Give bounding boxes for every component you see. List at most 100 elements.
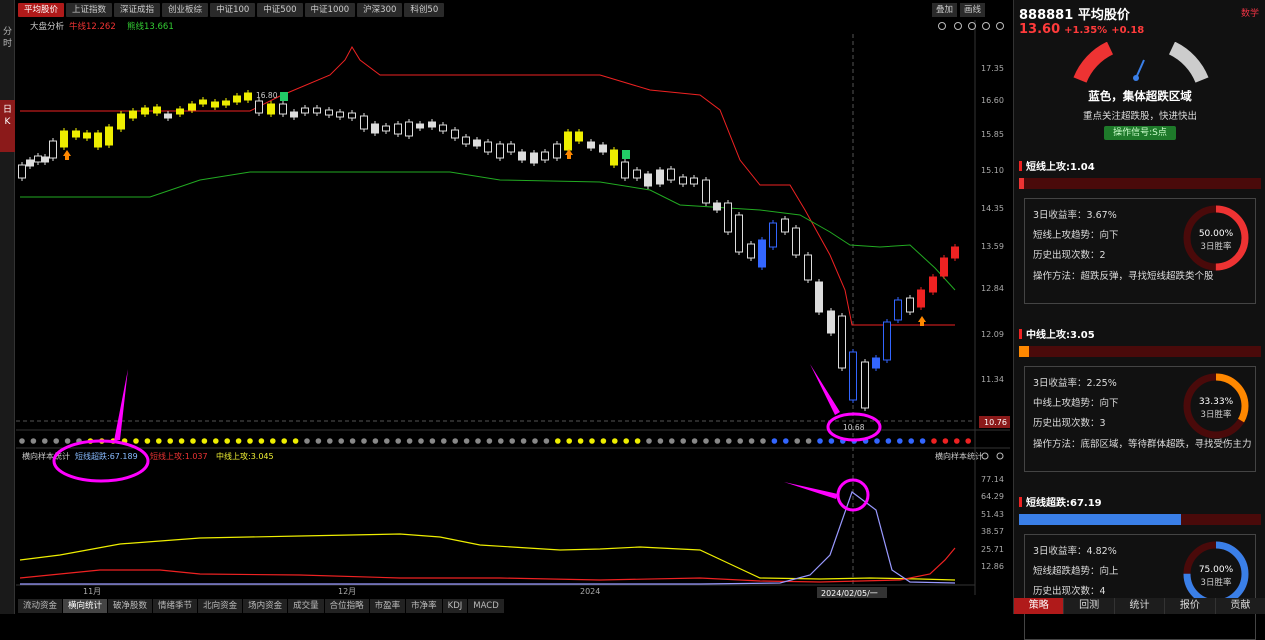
candle	[530, 152, 538, 164]
signal-dot	[64, 438, 71, 444]
signal-dot	[589, 438, 595, 444]
index-tab-1[interactable]: 上证指数	[66, 3, 113, 17]
index-tab-6[interactable]: 中证1000	[304, 3, 356, 17]
right-tab-1[interactable]: 回测	[1064, 598, 1115, 614]
signal-button[interactable]: 操作信号:S点	[1104, 126, 1176, 140]
indicator-tab-7[interactable]: 合位指略	[324, 599, 369, 613]
tag-label[interactable]: 数学	[1240, 9, 1259, 19]
signal-dot	[794, 438, 800, 444]
candle	[94, 132, 102, 148]
indicator-tab-11[interactable]: MACD	[468, 599, 504, 613]
right-tab-2[interactable]: 统计	[1114, 598, 1166, 614]
candle	[244, 92, 252, 101]
indicator-tab-8[interactable]: 市盈率	[369, 599, 406, 613]
indicator-tab-4[interactable]: 北向资金	[198, 599, 243, 613]
gauge-title: 蓝色，集体超跌区域	[1088, 89, 1192, 103]
candle	[199, 99, 207, 105]
signal-dot	[919, 438, 926, 444]
signal-dot	[680, 438, 686, 444]
win-rate-value: 33.33%	[1199, 397, 1234, 407]
candle	[279, 103, 287, 115]
index-tab-3[interactable]: 创业板综	[162, 3, 209, 17]
draw-line-button[interactable]: 画线	[960, 3, 986, 17]
period-day-k[interactable]: 日 K	[0, 100, 15, 152]
candle	[439, 124, 447, 132]
indicator-tab-2[interactable]: 破净股数	[108, 599, 153, 613]
indicator-tab-9[interactable]: 市净率	[406, 599, 442, 613]
period-shi[interactable]: 时	[2, 39, 12, 49]
candle	[336, 111, 344, 118]
signal-dot	[555, 438, 561, 444]
right-tab-4[interactable]: 贡献	[1215, 598, 1265, 614]
buy-arrow-icon	[63, 150, 71, 160]
right-tab-0[interactable]: 策略	[1014, 598, 1065, 614]
win-rate-arc	[1183, 205, 1249, 271]
candle	[325, 109, 333, 116]
index-tab-4[interactable]: 中证100	[210, 3, 256, 17]
signal-dot	[771, 438, 778, 444]
signal-dot	[600, 438, 607, 444]
signal-dot	[532, 438, 538, 444]
candle	[371, 123, 379, 134]
signal-dot	[509, 438, 515, 444]
signal-dot	[475, 438, 481, 444]
chart-control-icon	[954, 22, 962, 30]
indicator-tab-1[interactable]: 横向统计	[63, 599, 108, 613]
indicator-tab-3[interactable]: 情绪季节	[153, 599, 198, 613]
signal-dot	[338, 438, 345, 444]
candle	[940, 257, 948, 277]
signal-dot	[817, 438, 823, 444]
signal-dot	[486, 438, 493, 444]
candle	[838, 315, 846, 369]
candle	[929, 276, 937, 293]
left-sidebar: 分 时 日 K	[0, 0, 15, 614]
candle	[382, 125, 390, 132]
indicator-tab-10[interactable]: KDJ	[442, 599, 468, 613]
candle	[633, 169, 641, 179]
signal-dot	[897, 438, 903, 444]
section-line-0: 3日收益率：3.67%	[1033, 210, 1117, 221]
right-tab-3[interactable]: 报价	[1165, 598, 1216, 614]
section-line-0: 3日收益率：4.82%	[1033, 546, 1117, 557]
signal-dot	[292, 438, 299, 444]
index-tab-2[interactable]: 深证成指	[114, 3, 161, 17]
candle	[416, 123, 424, 129]
gauge-meter	[1073, 41, 1209, 83]
signal-dot	[361, 438, 367, 444]
candle	[26, 159, 34, 167]
signal-dot	[395, 438, 402, 444]
period-fen[interactable]: 分	[2, 27, 12, 37]
signal-dot	[429, 438, 436, 444]
indicator-tab-6[interactable]: 成交量	[288, 599, 324, 613]
index-tab-5[interactable]: 中证500	[257, 3, 303, 17]
indicator-tab-5[interactable]: 场内资金	[243, 599, 288, 613]
y-tick: 13.59	[981, 242, 1004, 251]
signal-dot	[30, 438, 37, 444]
signal-dot	[748, 438, 755, 444]
candle	[211, 101, 219, 108]
signal-dot	[657, 438, 664, 444]
overlay-button[interactable]: 叠加	[932, 3, 958, 17]
section-line-2: 历史出现次数：2	[1033, 250, 1106, 261]
candle	[702, 179, 710, 204]
section-line-1: 短线上攻趋势：向下	[1033, 230, 1119, 241]
index-tabs: 平均股价 上证指数 深证成指 创业板综 中证100 中证500 中证1000 沪深300 科创5…	[18, 3, 445, 17]
section-box: 3日收益率：3.67% 短线上攻趋势：向下 历史出现次数：2 操作方法：超跌反弹，寻找…	[1024, 198, 1256, 304]
chart-area[interactable]: 17.35 16.60 15.85 15.10 14.35 13.59 12.84 12.09…	[0, 0, 1013, 614]
x-tick: 11月	[83, 587, 101, 596]
index-tab-0[interactable]: 平均股价	[18, 3, 65, 17]
indicator-tab-0[interactable]: 流动资金	[18, 599, 63, 613]
signal-dot	[634, 438, 641, 444]
candle	[656, 169, 664, 185]
index-tab-7[interactable]: 沪深300	[357, 3, 403, 17]
candle	[394, 123, 402, 135]
candle	[849, 351, 857, 401]
signal-dot	[577, 438, 584, 444]
annotation-arrow	[810, 364, 840, 415]
y-tick: 17.35	[981, 64, 1004, 73]
signal-dot	[270, 438, 276, 444]
period-ri: 日	[2, 105, 12, 115]
index-tab-8[interactable]: 科创50	[404, 3, 445, 17]
candle	[781, 218, 789, 233]
candle	[301, 107, 309, 114]
